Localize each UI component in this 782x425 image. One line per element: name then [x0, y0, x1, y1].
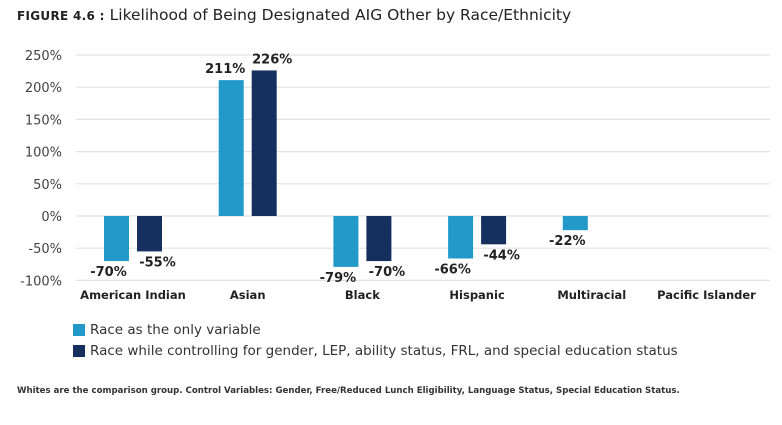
legend-swatch-1 [73, 324, 85, 336]
data-label: 226% [252, 52, 292, 67]
x-tick-label: American Indian [80, 288, 186, 302]
y-tick-label: 50% [33, 178, 62, 193]
y-tick-label: -50% [28, 242, 62, 257]
y-tick-label: 250% [25, 49, 62, 64]
y-tick-label: 0% [41, 210, 62, 225]
bar [448, 216, 474, 259]
x-tick-label: Pacific Islander [657, 288, 756, 302]
legend-item-1: Race as the only variable [73, 322, 261, 338]
legend-label-1: Race as the only variable [90, 322, 261, 338]
y-tick-label: 100% [25, 146, 62, 161]
x-tick-label: Asian [230, 288, 266, 302]
chart-title: FIGURE 4.6 : Likelihood of Being Designa… [17, 6, 571, 24]
bar [104, 216, 129, 262]
bar [218, 80, 244, 216]
figure-label: FIGURE 4.6 : [17, 9, 105, 23]
x-tick-label: Multiracial [557, 288, 626, 302]
y-tick-label: 200% [25, 81, 62, 96]
y-tick-label: 150% [25, 113, 62, 128]
bar-chart: 250% 200% 150% 100% 50% 0% -50% -100% American I… [20, 49, 770, 302]
data-label: -79% [320, 271, 357, 286]
legend-swatch-2 [73, 345, 85, 357]
x-tick-label: Black [345, 288, 380, 302]
bar [366, 216, 392, 262]
bar [333, 216, 359, 267]
bar [481, 216, 507, 245]
y-tick-label: -100% [20, 274, 62, 289]
data-label: -70% [90, 265, 127, 280]
bar [251, 70, 277, 217]
data-label: -66% [434, 263, 471, 278]
data-label: -70% [369, 265, 406, 280]
x-tick-label: Hispanic [449, 288, 505, 302]
figure-title: Likelihood of Being Designated AIG Other… [109, 6, 572, 24]
data-label: -44% [483, 248, 520, 263]
data-label: 211% [205, 62, 245, 77]
bar [562, 216, 588, 231]
data-label: -22% [549, 234, 586, 249]
bar [137, 216, 162, 252]
chart-footnote: Whites are the comparison group. Control… [17, 386, 680, 396]
legend-item-2: Race while controlling for gender, LEP, … [73, 343, 678, 359]
data-label: -55% [139, 255, 176, 270]
legend-label-2: Race while controlling for gender, LEP, … [90, 343, 678, 359]
